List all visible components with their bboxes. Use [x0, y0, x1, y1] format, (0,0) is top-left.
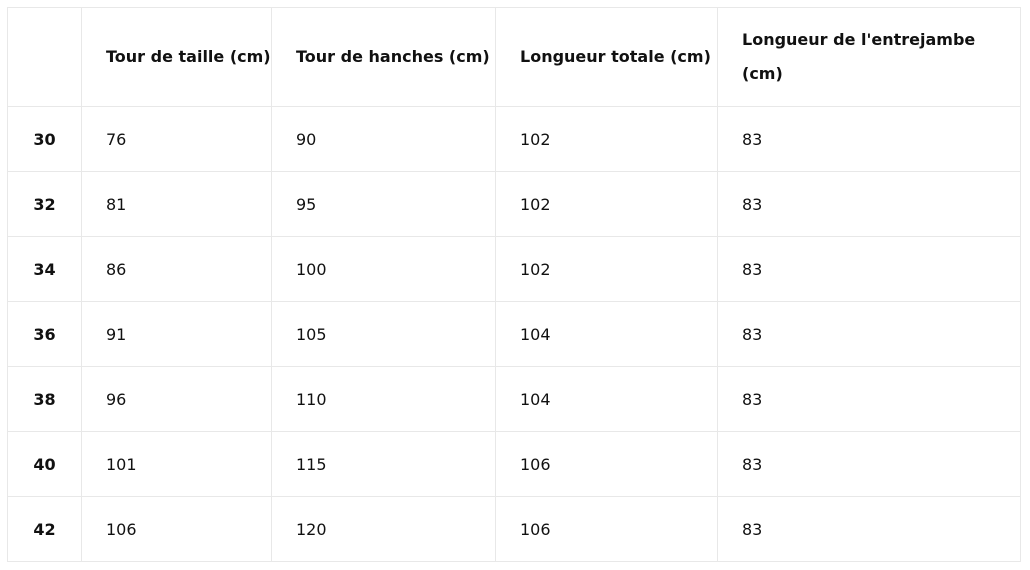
cell-total-length: 102 [495, 236, 718, 302]
cell-inseam: 83 [717, 366, 1021, 432]
table-row: 40 101 115 106 83 [7, 431, 1021, 497]
cell-waist: 106 [81, 496, 272, 562]
header-waist: Tour de taille (cm) [81, 7, 272, 107]
cell-size: 34 [7, 236, 82, 302]
table-row: 42 106 120 106 83 [7, 496, 1021, 562]
cell-waist: 76 [81, 106, 272, 172]
cell-total-length: 106 [495, 496, 718, 562]
cell-total-length: 106 [495, 431, 718, 497]
cell-inseam: 83 [717, 171, 1021, 237]
header-row: Tour de taille (cm) Tour de hanches (cm)… [7, 7, 1021, 107]
cell-hips: 95 [271, 171, 496, 237]
table-row: 30 76 90 102 83 [7, 106, 1021, 172]
header-size [7, 7, 82, 107]
cell-waist: 86 [81, 236, 272, 302]
cell-size: 42 [7, 496, 82, 562]
cell-size: 38 [7, 366, 82, 432]
cell-inseam: 83 [717, 301, 1021, 367]
header-inseam: Longueur de l'entrejambe (cm) [717, 7, 1021, 107]
table-row: 34 86 100 102 83 [7, 236, 1021, 302]
cell-total-length: 104 [495, 366, 718, 432]
cell-inseam: 83 [717, 431, 1021, 497]
header-total-length: Longueur totale (cm) [495, 7, 718, 107]
cell-size: 40 [7, 431, 82, 497]
table-row: 36 91 105 104 83 [7, 301, 1021, 367]
cell-hips: 100 [271, 236, 496, 302]
cell-hips: 105 [271, 301, 496, 367]
cell-size: 30 [7, 106, 82, 172]
cell-hips: 90 [271, 106, 496, 172]
size-chart-table: Tour de taille (cm) Tour de hanches (cm)… [7, 7, 1021, 562]
cell-size: 36 [7, 301, 82, 367]
cell-hips: 120 [271, 496, 496, 562]
cell-waist: 91 [81, 301, 272, 367]
table-row: 32 81 95 102 83 [7, 171, 1021, 237]
header-hips: Tour de hanches (cm) [271, 7, 496, 107]
cell-total-length: 104 [495, 301, 718, 367]
cell-inseam: 83 [717, 236, 1021, 302]
cell-size: 32 [7, 171, 82, 237]
cell-inseam: 83 [717, 496, 1021, 562]
cell-waist: 101 [81, 431, 272, 497]
cell-hips: 115 [271, 431, 496, 497]
cell-hips: 110 [271, 366, 496, 432]
cell-waist: 81 [81, 171, 272, 237]
cell-total-length: 102 [495, 171, 718, 237]
cell-waist: 96 [81, 366, 272, 432]
cell-inseam: 83 [717, 106, 1021, 172]
table-row: 38 96 110 104 83 [7, 366, 1021, 432]
cell-total-length: 102 [495, 106, 718, 172]
